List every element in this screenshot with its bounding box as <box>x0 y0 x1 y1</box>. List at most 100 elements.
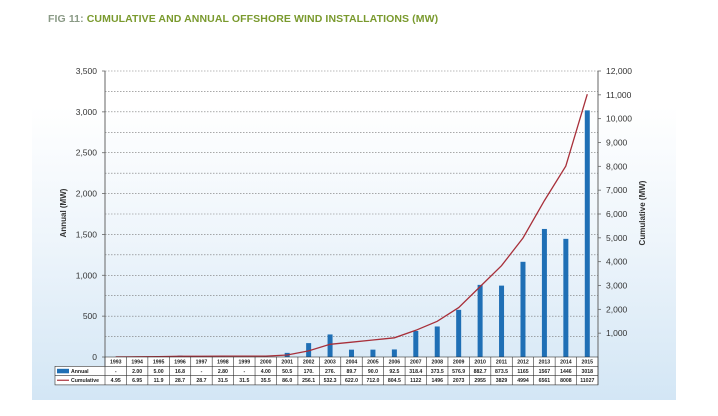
annual-value: 873.5 <box>495 369 508 375</box>
figure-title: FIG 11: CUMULATIVE AND ANNUAL OFFSHORE W… <box>48 13 438 25</box>
year-label: 2000 <box>260 360 272 366</box>
year-label: 2009 <box>453 360 465 366</box>
annual-value: 276. <box>325 369 336 375</box>
annual-value: 89.7 <box>346 369 356 375</box>
cumulative-value: 4.95 <box>111 378 121 384</box>
right-axis-label: Cumulative (MW) <box>638 180 647 245</box>
cumulative-value: 6.95 <box>132 378 142 384</box>
cumulative-value: 31.5 <box>218 378 228 384</box>
right-tick-label: 5,000 <box>606 233 628 243</box>
annual-value: 3018 <box>582 369 594 375</box>
year-label: 1996 <box>174 360 186 366</box>
cumulative-value: 8008 <box>560 378 572 384</box>
annual-bar <box>370 349 376 357</box>
cumulative-value: 3829 <box>496 378 508 384</box>
left-tick-label: 1,500 <box>76 229 98 239</box>
right-tick-label: 2,000 <box>606 304 628 314</box>
year-label: 2014 <box>560 360 572 366</box>
annual-bar <box>563 238 569 357</box>
year-label: 1993 <box>110 360 122 366</box>
annual-value: 1567 <box>539 369 551 375</box>
figure-title-text: CUMULATIVE AND ANNUAL OFFSHORE WIND INST… <box>86 13 439 25</box>
right-axis-ticks: 1,000 2,000 3,000 4,000 5,000 6,000 7,000 8,000… <box>598 66 632 338</box>
cumulative-value: 2955 <box>474 378 486 384</box>
annual-bar <box>349 349 354 357</box>
cumulative-value: 11.9 <box>154 378 164 384</box>
year-label: 2010 <box>474 360 486 366</box>
year-label: 2012 <box>517 360 529 366</box>
right-tick-label: 9,000 <box>606 138 628 148</box>
left-tick-label: 500 <box>83 311 97 321</box>
chart-background-panel <box>32 42 676 400</box>
left-axis-ticks: 0 500 1,000 1,500 2,000 2,500 3,000 3,500 <box>76 66 105 362</box>
year-label: 2006 <box>389 360 401 366</box>
annual-value: 2.00 <box>132 369 142 375</box>
annual-bars <box>134 110 590 357</box>
year-label: 1994 <box>131 360 143 366</box>
annual-value: 4.00 <box>261 369 271 375</box>
cumulative-value: 6561 <box>539 378 551 384</box>
year-label: 2011 <box>496 360 507 366</box>
cumulative-value: 532.3 <box>324 378 337 384</box>
year-label: 2013 <box>539 360 551 366</box>
cumulative-line <box>115 94 588 358</box>
cumulative-value: 1122 <box>410 378 421 384</box>
year-label: 2015 <box>582 360 594 366</box>
annual-value: 50.5 <box>282 369 292 375</box>
annual-bar <box>541 228 547 357</box>
year-label: 2005 <box>367 360 379 366</box>
year-label: 2002 <box>303 360 315 366</box>
right-tick-label: 7,000 <box>606 185 628 195</box>
annual-bar <box>413 330 419 357</box>
annual-bar <box>434 326 440 357</box>
cumulative-value: 256.1 <box>302 378 315 384</box>
annual-bar <box>499 285 505 357</box>
annual-value: 5.00 <box>154 369 164 375</box>
annual-value: 92.5 <box>389 369 399 375</box>
left-axis-label: Annual (MW) <box>59 188 68 237</box>
cumulative-value: 35.5 <box>261 378 271 384</box>
annual-bar <box>477 284 483 357</box>
annual-value: 1446 <box>560 369 572 375</box>
right-tick-label: 12,000 <box>606 66 632 76</box>
annual-value: 576.9 <box>452 369 465 375</box>
annual-bar <box>327 334 333 357</box>
annual-value: 2.80 <box>218 369 228 375</box>
cumulative-value: 4994 <box>517 378 529 384</box>
year-label: 2003 <box>324 360 336 366</box>
cumulative-value: 2073 <box>453 378 465 384</box>
legend-annual-swatch <box>57 368 69 374</box>
left-tick-label: 3,000 <box>76 107 98 117</box>
annual-value: 318.4 <box>409 369 422 375</box>
annual-value: - <box>115 369 117 375</box>
left-tick-label: 2,000 <box>76 189 98 199</box>
cumulative-value: 86.0 <box>282 378 292 384</box>
annual-bar <box>520 261 526 357</box>
annual-value: - <box>243 369 245 375</box>
annual-value: 90.0 <box>368 369 378 375</box>
annual-bar <box>456 309 462 357</box>
year-label: 2004 <box>346 360 358 366</box>
cumulative-value: 804.5 <box>388 378 401 384</box>
annual-bar <box>306 343 312 357</box>
right-tick-label: 6,000 <box>606 209 628 219</box>
cumulative-value: 622.0 <box>345 378 358 384</box>
right-tick-label: 11,000 <box>606 90 632 100</box>
cumulative-value: 1496 <box>431 378 443 384</box>
year-label: 2001 <box>281 360 293 366</box>
year-label: 1997 <box>196 360 208 366</box>
annual-value: - <box>201 369 203 375</box>
figure-number: FIG 11: <box>48 13 84 25</box>
legend-cumulative-label: Cumulative <box>71 378 99 384</box>
year-label: 1998 <box>217 360 229 366</box>
annual-bar <box>391 349 397 357</box>
left-tick-label: 2,500 <box>76 148 98 158</box>
right-tick-label: 8,000 <box>606 161 628 171</box>
right-tick-label: 4,000 <box>606 257 628 267</box>
gridlines <box>105 70 598 337</box>
data-table: 1993 - 4.95 1994 2.00 6.95 1995 5.00 11.9 1996 16.… <box>54 356 599 386</box>
left-tick-label: 3,500 <box>76 66 98 76</box>
annual-value: 170. <box>304 369 315 375</box>
annual-value: 1165 <box>517 369 528 375</box>
